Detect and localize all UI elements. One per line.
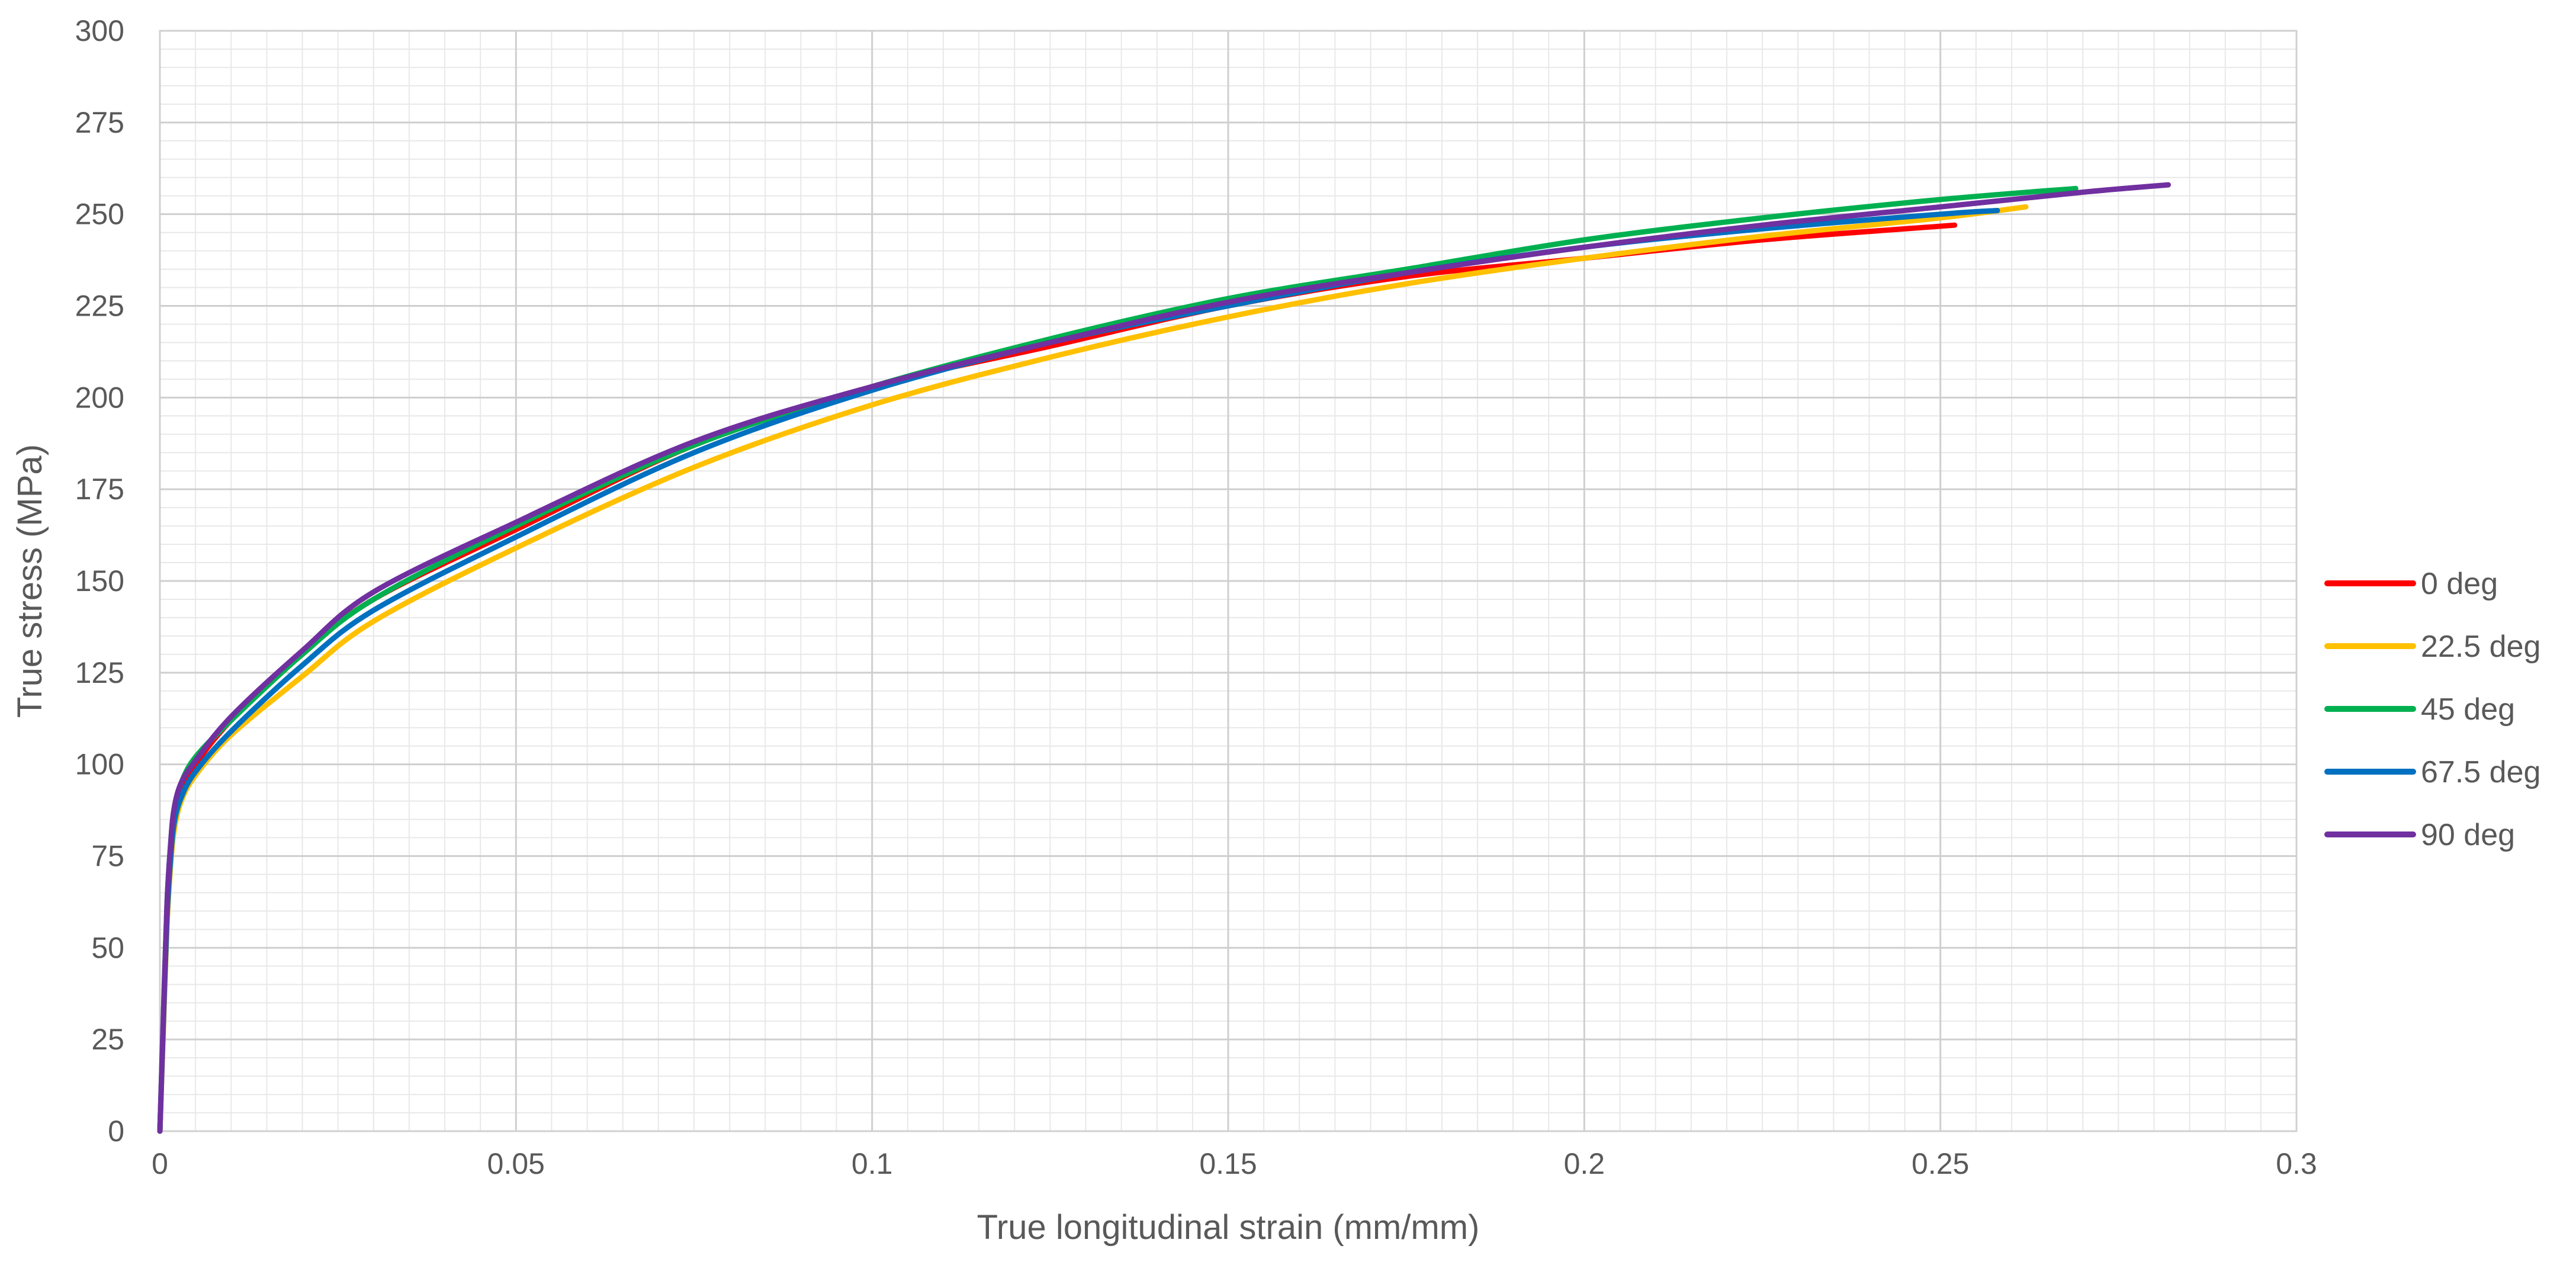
legend-label-90-deg: 90 deg [2421, 818, 2515, 852]
x-tick-label: 0.2 [1564, 1147, 1605, 1180]
legend: 0 deg 22.5 deg 45 deg 67.5 deg 90 deg [2324, 567, 2540, 852]
y-tick-label: 300 [75, 14, 124, 47]
y-tick-label: 75 [91, 840, 124, 873]
y-axis-title: True stress (MPa) [11, 444, 49, 718]
y-tick-label: 125 [75, 656, 124, 689]
legend-label-22-5-deg: 22.5 deg [2421, 630, 2540, 664]
y-tick-label: 100 [75, 748, 124, 781]
series-lines [157, 182, 2171, 1134]
y-tick-label: 50 [91, 931, 124, 964]
x-tick-label: 0.1 [852, 1147, 893, 1180]
legend-label-67-5-deg: 67.5 deg [2421, 755, 2540, 789]
y-tick-label: 200 [75, 381, 124, 414]
legend-label-0-deg: 0 deg [2421, 567, 2498, 601]
x-tick-label: 0.25 [1912, 1147, 1969, 1180]
x-tick-label: 0 [152, 1147, 168, 1180]
y-tick-label: 0 [108, 1115, 124, 1148]
y-tick-label: 175 [75, 473, 124, 506]
x-tick-label: 0.3 [2276, 1147, 2317, 1180]
plot-area-frame [159, 30, 2298, 1132]
x-tick-label: 0.15 [1199, 1147, 1257, 1180]
x-axis-title: True longitudinal strain (mm/mm) [977, 1208, 1480, 1247]
y-tick-label: 275 [75, 106, 124, 139]
legend-label-45-deg: 45 deg [2421, 692, 2515, 727]
x-axis-tick-labels: 0 0.05 0.1 0.15 0.2 0.25 0.3 [152, 1147, 2317, 1180]
series-line-90-deg [157, 182, 2171, 1134]
y-tick-label: 150 [75, 564, 124, 598]
y-tick-label: 225 [75, 290, 124, 323]
x-tick-label: 0.05 [487, 1147, 545, 1180]
y-tick-label: 250 [75, 198, 124, 231]
y-tick-label: 25 [91, 1023, 124, 1056]
y-axis-tick-labels: 0 25 50 75 100 125 150 175 200 225 250 275 300 [75, 14, 124, 1148]
